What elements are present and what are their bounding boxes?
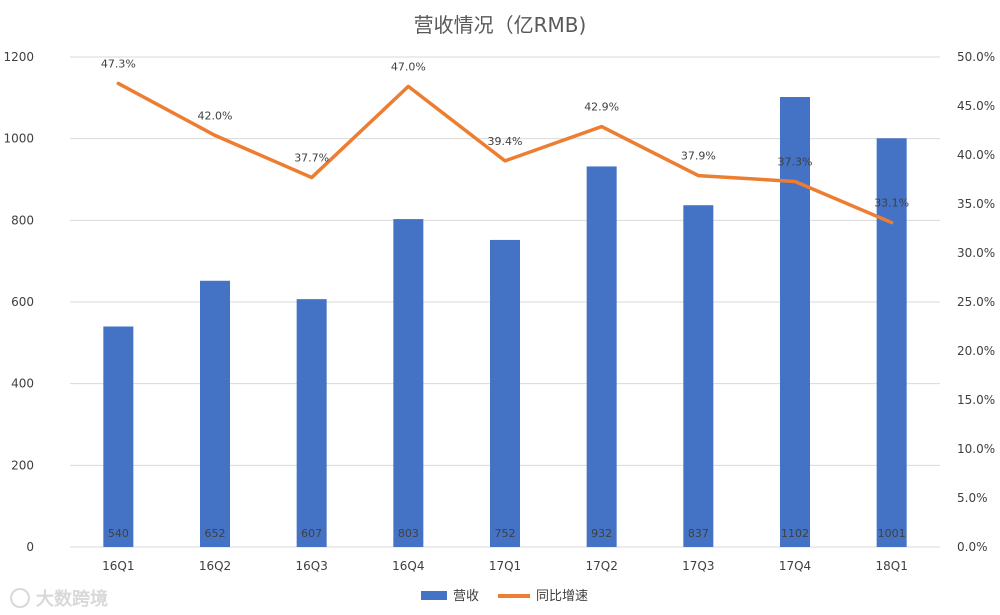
- x-axis-tick-label: 16Q1: [102, 559, 134, 573]
- bar-value-label: 540: [108, 527, 129, 540]
- x-axis-tick-label: 17Q1: [489, 559, 521, 573]
- growth-rate-label: 37.3%: [778, 155, 813, 168]
- legend: 营收 同比增速: [421, 589, 588, 604]
- bar: [393, 219, 424, 547]
- x-axis-tick-label: 17Q3: [682, 559, 714, 573]
- bar-value-label: 652: [205, 527, 226, 540]
- right-axis-tick-label: 30.0%: [957, 246, 995, 260]
- bar: [586, 166, 617, 547]
- growth-rate-label: 37.9%: [681, 150, 716, 163]
- right-axis-tick-label: 45.0%: [957, 99, 995, 113]
- bar: [103, 326, 134, 547]
- left-axis-tick-label: 400: [11, 377, 34, 391]
- growth-rate-line: [116, 81, 894, 225]
- right-axis-tick-label: 20.0%: [957, 344, 995, 358]
- legend-bar-swatch: [421, 591, 447, 600]
- bar: [296, 299, 327, 547]
- legend-bar-label: 营收: [453, 589, 479, 604]
- right-axis-tick-label: 25.0%: [957, 295, 995, 309]
- chart-title: 营收情况（亿RMB): [414, 13, 587, 37]
- growth-rate-point: [600, 125, 604, 129]
- growth-rate-point: [793, 179, 797, 183]
- x-axis-tick-label: 17Q2: [585, 559, 617, 573]
- legend-line-label: 同比增速: [536, 589, 588, 604]
- left-axis-tick-label: 1200: [3, 50, 34, 64]
- bars-layer: 540 652 607 803 752 932 837 1102 1001: [103, 97, 907, 548]
- right-axis-tick-label: 10.0%: [957, 442, 995, 456]
- right-axis-tick-label: 15.0%: [957, 393, 995, 407]
- bar: [200, 280, 230, 547]
- right-axis-tick-label: 0.0%: [957, 540, 988, 554]
- bar-value-label: 803: [398, 527, 419, 540]
- left-axis-tick-label: 800: [11, 213, 34, 227]
- growth-rate-label: 42.0%: [198, 109, 233, 122]
- growth-rate-point: [890, 221, 894, 225]
- growth-rate-point: [696, 174, 700, 178]
- bar: [490, 239, 520, 547]
- growth-rate-label: 33.1%: [874, 197, 909, 210]
- bar: [780, 97, 810, 548]
- left-axis-tick-label: 200: [11, 458, 34, 472]
- growth-rate-label: 47.0%: [391, 60, 426, 73]
- bar-value-label: 1102: [781, 527, 809, 540]
- growth-rate-label: 47.3%: [101, 57, 136, 70]
- growth-rate-point: [213, 133, 217, 137]
- growth-rate-point: [503, 159, 507, 163]
- line-layer: 47.3% 42.0% 37.7% 47.0% 39.4% 42.9% 37.9% 37.3%…: [101, 57, 909, 225]
- x-axis-tick-label: 17Q4: [779, 559, 811, 573]
- bar: [683, 205, 714, 547]
- left-axis-ticks: 0 200 400 600 800 1000 1200: [3, 50, 34, 554]
- growth-rate-point: [116, 81, 120, 85]
- right-axis-tick-label: 35.0%: [957, 197, 995, 211]
- bar-value-label: 932: [591, 527, 612, 540]
- growth-rate-point: [310, 176, 314, 180]
- left-axis-tick-label: 1000: [3, 132, 34, 146]
- bar-value-label: 607: [301, 527, 322, 540]
- x-axis-tick-label: 16Q3: [295, 559, 327, 573]
- right-axis-tick-label: 5.0%: [957, 491, 988, 505]
- x-axis-tick-label: 18Q1: [875, 559, 907, 573]
- left-axis-tick-label: 600: [11, 295, 34, 309]
- bar-value-label: 1001: [878, 527, 906, 540]
- x-axis-tick-label: 16Q2: [199, 559, 231, 573]
- bar-value-label: 752: [495, 527, 516, 540]
- x-axis-tick-label: 16Q4: [392, 559, 424, 573]
- left-axis-tick-label: 0: [26, 540, 34, 554]
- right-axis-tick-label: 40.0%: [957, 148, 995, 162]
- right-axis-tick-label: 50.0%: [957, 50, 995, 64]
- growth-rate-label: 37.7%: [294, 152, 329, 165]
- growth-rate-label: 42.9%: [584, 101, 619, 114]
- watermark-logo-icon: [10, 588, 30, 608]
- right-axis-ticks: 0.0% 5.0% 10.0% 15.0% 20.0% 25.0% 30.0% 35.0% 40…: [957, 50, 995, 554]
- bar-value-label: 837: [688, 527, 709, 540]
- bar: [876, 138, 907, 547]
- growth-rate-label: 39.4%: [488, 135, 523, 148]
- x-axis-ticks: 16Q1 16Q2 16Q3 16Q4 17Q1 17Q2 17Q3 17Q4 18Q1: [102, 559, 908, 573]
- watermark-text: 大数跨境: [36, 588, 108, 610]
- watermark: 大数跨境: [10, 588, 108, 610]
- growth-rate-point: [406, 84, 410, 88]
